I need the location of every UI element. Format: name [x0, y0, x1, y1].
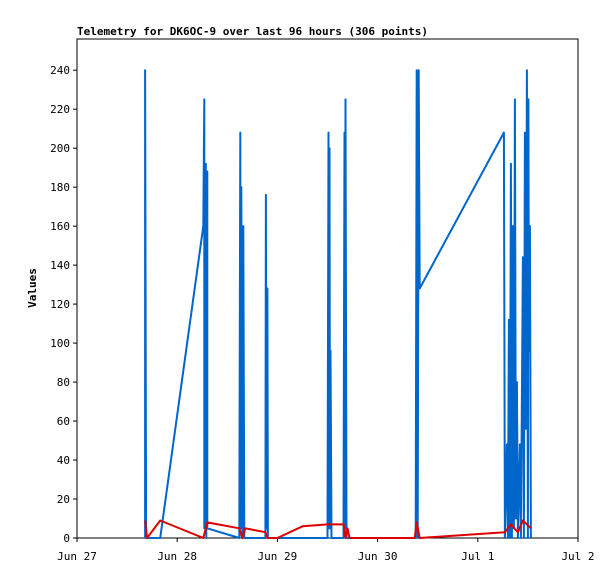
y-tick-label: 180: [50, 181, 70, 194]
y-axis-ticks: 0 20 40 60 80 100 120 140 160 180 200 220 240: [50, 64, 77, 545]
y-tick-label: 0: [63, 532, 70, 545]
series-line-2: [144, 519, 532, 539]
y-tick-label: 80: [57, 376, 70, 389]
x-axis-ticks: Jun 27 Jun 28 Jun 29 Jun 30 Jul 1 Jul 2: [57, 538, 595, 563]
x-tick-label: Jun 27: [57, 550, 97, 563]
chart-title: Telemetry for DK6OC-9 over last 96 hours…: [77, 25, 428, 38]
x-tick-label: Jul 1: [461, 550, 494, 563]
x-tick-label: Jul 2: [561, 550, 594, 563]
y-tick-label: 60: [57, 415, 70, 428]
y-tick-label: 40: [57, 454, 70, 467]
y-tick-label: 240: [50, 64, 70, 77]
y-tick-label: 200: [50, 142, 70, 155]
y-tick-label: 20: [57, 493, 70, 506]
series-layer: [144, 69, 532, 539]
y-tick-label: 220: [50, 103, 70, 116]
y-tick-label: 120: [50, 298, 70, 311]
y-tick-label: 160: [50, 220, 70, 233]
y-tick-label: 140: [50, 259, 70, 272]
series-line-1: [144, 69, 532, 539]
y-axis-label: Values: [26, 268, 39, 308]
x-tick-label: Jun 29: [258, 550, 298, 563]
x-tick-label: Jun 30: [358, 550, 398, 563]
x-tick-label: Jun 28: [157, 550, 197, 563]
y-tick-label: 100: [50, 337, 70, 350]
